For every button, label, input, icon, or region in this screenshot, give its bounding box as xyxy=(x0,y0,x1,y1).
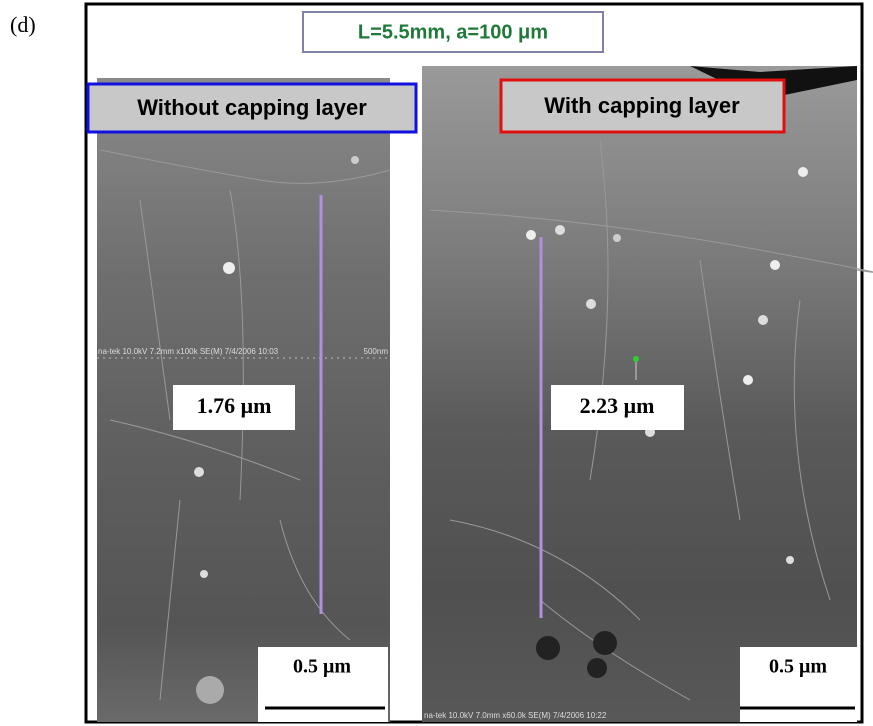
left-measurement: 1.76 μm xyxy=(197,393,272,418)
right-label: With capping layer xyxy=(544,93,740,118)
right-measurement: 2.23 μm xyxy=(580,393,655,418)
left-scale-bar: 0.5 μm xyxy=(293,656,351,678)
sem-info: na-tek 10.0kV 7.2mm x100k SE(M) 7/4/2006… xyxy=(98,347,279,356)
panel-label: (d) xyxy=(10,12,36,37)
sem-info: na-tek 10.0kV 7.0mm x60.0k SE(M) 7/4/200… xyxy=(424,711,607,720)
figure: (d) na-tek 10.0kV 7.2mm x100k SE(M) 7/4/… xyxy=(0,0,873,726)
right-scale-bar: 0.5 μm xyxy=(769,656,827,678)
left-label: Without capping layer xyxy=(137,95,367,120)
sem-scale: 500nm xyxy=(364,347,389,356)
title: L=5.5mm, a=100 μm xyxy=(358,21,548,43)
